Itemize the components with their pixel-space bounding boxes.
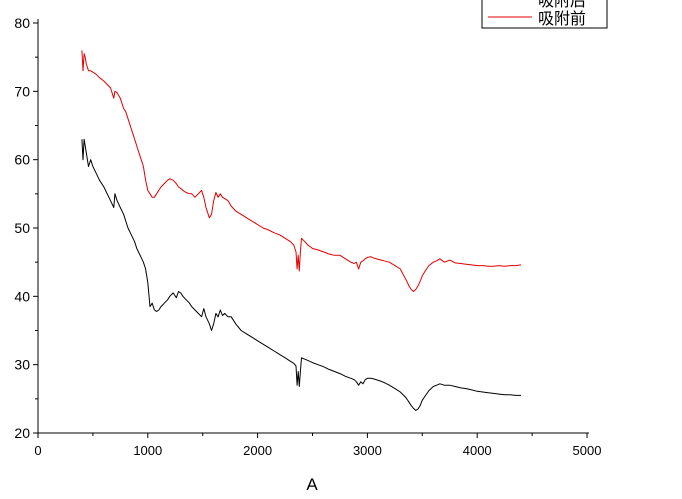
x-tick-label: 4000 xyxy=(463,443,492,458)
y-tick-label: 60 xyxy=(14,152,30,168)
x-axis-label: A xyxy=(306,475,318,494)
x-tick-label: 3000 xyxy=(353,443,382,458)
x-tick-label: 0 xyxy=(34,443,41,458)
y-tick-label: 50 xyxy=(14,220,30,236)
x-tick-label: 5000 xyxy=(573,443,602,458)
y-tick-label: 70 xyxy=(14,83,30,99)
legend-label: 吸附后 xyxy=(538,0,586,10)
y-tick-label: 40 xyxy=(14,288,30,304)
x-tick-label: 2000 xyxy=(243,443,272,458)
legend-box xyxy=(481,0,608,29)
legend-label: 吸附前 xyxy=(538,10,586,28)
series-line-after-adsorption xyxy=(81,138,522,411)
y-tick-label: 30 xyxy=(14,357,30,373)
y-tick-label: 20 xyxy=(14,425,30,441)
y-tick-label: 80 xyxy=(14,15,30,31)
x-tick-label: 1000 xyxy=(133,443,162,458)
series-line-before-adsorption xyxy=(81,50,522,292)
